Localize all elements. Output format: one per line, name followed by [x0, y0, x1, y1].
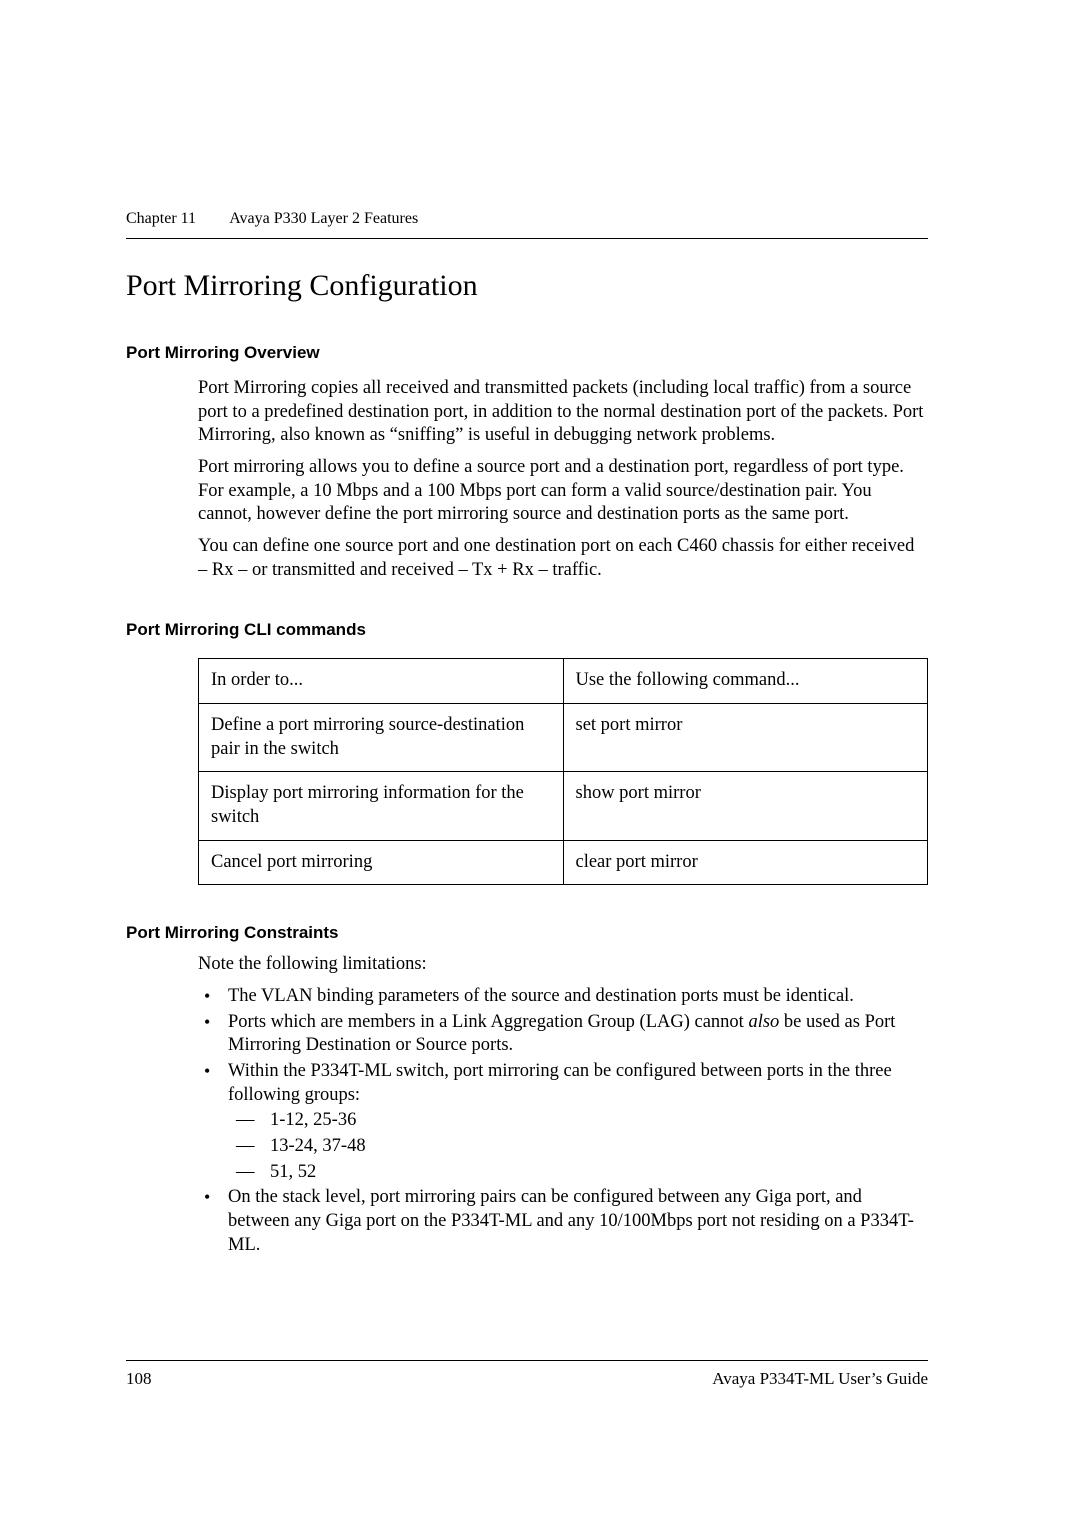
- constraints-list: The VLAN binding parameters of the sourc…: [198, 985, 928, 1257]
- footer-rule: [126, 1360, 928, 1361]
- page-footer: 108 Avaya P334T-ML User’s Guide: [126, 1360, 928, 1389]
- table-cell: set port mirror: [563, 704, 928, 772]
- table-header-cell: In order to...: [199, 659, 564, 704]
- table-cell: show port mirror: [563, 772, 928, 840]
- table-cell: clear port mirror: [563, 840, 928, 885]
- sub-list-item: 1-12, 25-36: [228, 1109, 928, 1133]
- list-text: On the stack level, port mirroring pairs…: [228, 1187, 914, 1254]
- list-item: Ports which are members in a Link Aggreg…: [198, 1011, 928, 1058]
- section-cli-heading: Port Mirroring CLI commands: [126, 620, 928, 640]
- list-text: Within the P334T-ML switch, port mirrori…: [228, 1061, 892, 1105]
- sub-list-text: 13-24, 37-48: [270, 1136, 366, 1156]
- section-constraints-heading: Port Mirroring Constraints: [126, 923, 928, 943]
- chapter-number: Chapter 11: [126, 210, 196, 228]
- table-cell: Cancel port mirroring: [199, 840, 564, 885]
- cli-commands-table: In order to... Use the following command…: [198, 658, 928, 885]
- overview-p1: Port Mirroring copies all received and t…: [198, 377, 928, 448]
- section-overview-heading: Port Mirroring Overview: [126, 343, 928, 363]
- table-row: Cancel port mirroring clear port mirror: [199, 840, 928, 885]
- overview-p2: Port mirroring allows you to define a so…: [198, 456, 928, 527]
- header-rule: [126, 238, 928, 239]
- list-text: The VLAN binding parameters of the sourc…: [228, 986, 854, 1006]
- sub-list-text: 1-12, 25-36: [270, 1110, 356, 1130]
- table-cell: Define a port mirroring source-destinati…: [199, 704, 564, 772]
- page-title: Port Mirroring Configuration: [126, 269, 928, 303]
- page-number: 108: [126, 1369, 152, 1389]
- running-header: Chapter 11 Avaya P330 Layer 2 Features: [126, 210, 928, 228]
- sub-list-item: 51, 52: [228, 1161, 928, 1185]
- chapter-title: Avaya P330 Layer 2 Features: [229, 210, 418, 227]
- list-item: Within the P334T-ML switch, port mirrori…: [198, 1060, 928, 1184]
- overview-p3: You can define one source port and one d…: [198, 535, 928, 582]
- constraints-intro: Note the following limitations:: [198, 953, 928, 977]
- table-cell: Display port mirroring information for t…: [199, 772, 564, 840]
- sub-list-item: 13-24, 37-48: [228, 1135, 928, 1159]
- sub-list-text: 51, 52: [270, 1162, 316, 1182]
- table-header-cell: Use the following command...: [563, 659, 928, 704]
- footer-doc-title: Avaya P334T-ML User’s Guide: [712, 1369, 928, 1389]
- table-row: Display port mirroring information for t…: [199, 772, 928, 840]
- list-text-pre: Ports which are members in a Link Aggreg…: [228, 1012, 748, 1032]
- sub-list: 1-12, 25-36 13-24, 37-48 51, 52: [228, 1109, 928, 1184]
- table-row: Define a port mirroring source-destinati…: [199, 704, 928, 772]
- list-item: On the stack level, port mirroring pairs…: [198, 1186, 928, 1257]
- list-item: The VLAN binding parameters of the sourc…: [198, 985, 928, 1009]
- table-row: In order to... Use the following command…: [199, 659, 928, 704]
- list-text-em: also: [748, 1012, 779, 1032]
